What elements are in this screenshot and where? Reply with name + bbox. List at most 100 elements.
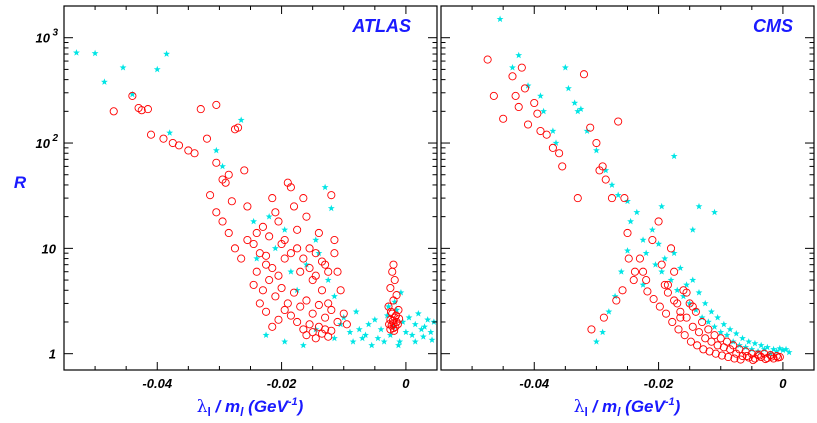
y-tick-exponent: 3 — [52, 28, 58, 39]
atlas-circle-point — [321, 313, 330, 322]
atlas-star-point — [219, 162, 226, 170]
cms-circle-point — [663, 288, 672, 297]
atlas-circle-point — [311, 271, 320, 280]
cms-star-point — [779, 346, 787, 354]
cms-x-axis-title: λl / ml (GeV-1) — [574, 396, 681, 419]
atlas-circle-point — [389, 296, 398, 305]
cms-star-point — [639, 236, 647, 243]
cms-star-point — [633, 208, 641, 216]
cms-circle-point — [657, 260, 666, 269]
atlas-circle-point — [224, 170, 233, 179]
cms-star-point — [661, 254, 669, 262]
cms-star-point — [552, 139, 560, 146]
cms-circle-point — [682, 313, 691, 322]
cms-circle-point — [674, 325, 683, 334]
cms-star-point — [680, 292, 687, 300]
atlas-star-point — [315, 249, 323, 257]
cms-star-point — [689, 276, 697, 283]
cms-circle-point — [612, 296, 621, 305]
atlas-circle-point — [324, 299, 333, 308]
atlas-star-point — [424, 316, 432, 323]
atlas-star-point — [312, 236, 320, 243]
cms-circle-point — [601, 175, 610, 184]
cms-circle-point — [755, 351, 764, 360]
cms-circle-point — [599, 313, 608, 322]
atlas-circle-point — [265, 276, 274, 285]
atlas-star-point — [73, 49, 80, 56]
cms-star-point — [574, 107, 582, 115]
atlas-star-point — [293, 286, 301, 294]
atlas-star-point — [271, 244, 279, 252]
cms-star-point — [726, 325, 734, 333]
cms-star-point — [711, 323, 718, 330]
x-tick-label: 0 — [402, 376, 410, 391]
atlas-circle-point — [330, 235, 339, 245]
atlas-circle-point — [389, 260, 398, 269]
atlas-circle-point — [293, 244, 302, 253]
atlas-star-point — [281, 226, 289, 233]
cms-star-point — [717, 328, 725, 336]
cms-star-point — [583, 127, 591, 134]
cms-star-point — [745, 338, 753, 345]
atlas-circle-point — [261, 260, 271, 269]
x-tick-label: 0 — [779, 376, 787, 391]
atlas-circle-point — [333, 267, 342, 276]
cms-star-point — [760, 345, 768, 353]
y-tick-label: 1 — [49, 347, 56, 362]
atlas-circle-point — [143, 105, 152, 114]
atlas-star-point — [411, 338, 419, 345]
atlas-circle-point — [336, 286, 345, 295]
cms-circle-point — [655, 302, 664, 311]
cms-circle-point — [630, 267, 640, 276]
atlas-star-point — [393, 306, 401, 313]
atlas-star-point — [265, 213, 273, 220]
atlas-circle-point — [384, 302, 393, 311]
atlas-circle-point — [212, 158, 221, 167]
atlas-circle-point — [265, 232, 274, 241]
cms-star-point — [683, 281, 690, 288]
atlas-plot-frame — [63, 5, 438, 371]
atlas-circle-point — [280, 235, 289, 245]
atlas-circle-point — [302, 296, 311, 305]
cms-circle-point — [742, 351, 751, 361]
atlas-circle-point — [234, 123, 243, 132]
atlas-circle-point — [386, 307, 396, 316]
cms-circle-point — [623, 228, 632, 238]
cms-star-point — [692, 306, 700, 313]
y-tick-label: 10 — [36, 136, 51, 151]
atlas-star-point — [377, 325, 385, 333]
cms-circle-point — [722, 337, 732, 346]
atlas-circle-point — [390, 326, 399, 335]
cms-star-point — [667, 276, 675, 283]
cms-circle-point — [699, 345, 708, 354]
atlas-circle-point — [305, 264, 314, 273]
cms-circle-point — [520, 84, 529, 93]
atlas-circle-point — [146, 130, 156, 139]
atlas-circle-point — [302, 212, 311, 221]
cms-star-point — [614, 191, 622, 199]
atlas-circle-point — [286, 183, 295, 192]
cms-circle-point — [508, 72, 517, 81]
atlas-circle-point — [196, 105, 205, 114]
atlas-circle-point — [237, 254, 246, 263]
y-tick-exponent: 2 — [51, 133, 58, 144]
atlas-star-point — [299, 341, 307, 349]
cms-star-point — [714, 314, 722, 321]
atlas-circle-point — [317, 286, 327, 295]
cms-star-point — [748, 345, 756, 353]
cms-star-point — [695, 202, 703, 210]
atlas-circle-point — [252, 228, 261, 238]
cms-star-point — [565, 84, 572, 92]
atlas-star-point — [166, 129, 174, 136]
y-axis-title: R — [14, 173, 27, 192]
atlas-circle-point — [249, 280, 258, 289]
cms-star-point — [732, 330, 740, 337]
cms-circle-point — [660, 280, 669, 289]
atlas-circle-point — [327, 326, 336, 335]
atlas-circle-point — [388, 267, 397, 276]
cms-star-point — [711, 208, 718, 216]
cms-circle-point — [729, 341, 738, 350]
atlas-circle-point — [289, 202, 299, 211]
cms-star-point — [773, 347, 781, 355]
